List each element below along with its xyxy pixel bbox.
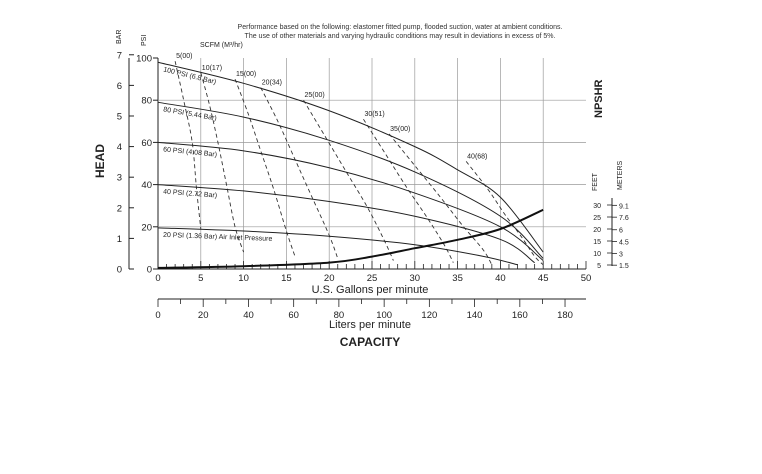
npshr-label: NPSHR [593,79,605,118]
pressure-curve [157,227,518,266]
liters-axis-ticks: 0 20 40 60 80 100 120 140 160 180 [155,299,573,321]
feet-tick-label: 20 [593,227,601,234]
liters-tick-label: 80 [334,310,345,321]
liters-tick-label: 40 [243,310,254,321]
liters-tick-label: 0 [155,310,160,321]
pressure-curve [157,101,544,259]
liters-tick-label: 140 [467,310,483,321]
psi-tick-label: 0 [147,265,152,276]
x-axis-label: U.S. Gallons per minute [312,284,429,296]
gpm-tick-label: 40 [495,273,506,284]
bar-axis-label: BAR [116,30,123,44]
scfm-curve-label: 10(17) [202,65,222,72]
scfm-curve-label: 35(00) [390,126,410,133]
meter-tick-label: 6 [619,228,623,235]
capacity-label: CAPACITY [340,335,400,349]
npshr-axis-ticks: 5 10 15 20 25 30 1.5 3 4.5 6 7.6 9.1 [593,203,629,270]
gpm-tick-label: 5 [198,273,203,284]
npshr-curve-line [157,208,544,269]
scfm-curve [200,72,245,253]
gpm-tick-label: 15 [281,273,292,284]
psi-tick-label: 100 [136,54,152,65]
feet-tick-label: 30 [593,203,601,210]
liters-tick-label: 100 [376,310,392,321]
note-line-2: The use of other materials and varying h… [245,33,556,40]
psi-axis-ticks: 0 20 40 60 80 100 [136,54,158,276]
scfm-curve [174,61,202,229]
bar-tick-label: 1 [117,234,122,245]
bar-axis-ticks: 0 1 2 3 4 5 6 7 [117,50,134,276]
feet-tick-label: 10 [593,251,601,258]
psi-axis-label: PSI [141,35,148,46]
bar-tick-label: 2 [117,203,122,214]
psi-tick-label: 20 [141,222,152,233]
grid [158,58,586,269]
scfm-curve-label: 15(00) [236,71,256,78]
gpm-tick-label: 0 [155,273,160,284]
liters-tick-label: 120 [421,310,437,321]
gpm-axis-ticks: 0 5 10 15 20 25 30 35 40 45 50 [155,261,591,284]
gpm-tick-label: 35 [452,273,463,284]
note-line-1: Performance based on the following: elas… [238,24,563,31]
feet-axis-label: FEET [592,172,599,191]
bar-tick-label: 3 [117,173,122,184]
note-block: Performance based on the following: elas… [238,24,563,40]
meter-tick-label: 1.5 [619,263,629,270]
bar-tick-label: 4 [117,142,122,153]
feet-tick-label: 25 [593,215,601,222]
pressure-curve-label: 60 PSI (4.08 Bar) [163,146,218,158]
scfm-curves: 5(00) 10(17) 15(00) 20(34) 25(00) 30(51) 35(00… [174,53,544,266]
meter-tick-label: 4.5 [619,240,629,247]
pressure-curve-label: 40 PSI (2.72 Bar) [163,189,217,200]
gpm-tick-label: 20 [324,273,335,284]
bar-tick-label: 7 [117,50,122,61]
pressure-curve [157,141,544,261]
liters-tick-label: 60 [288,310,299,321]
pressure-curve [157,61,544,253]
scfm-curve-label: 30(51) [364,111,384,118]
scfm-curve-label: 25(00) [305,92,325,99]
scfm-label: SCFM (M³/hr) [200,42,243,49]
scfm-curve [363,118,454,263]
gpm-tick-label: 25 [367,273,378,284]
gpm-tick-label: 45 [538,273,549,284]
scfm-curve [303,99,394,261]
pressure-curve-label: 20 PSI (1.36 Bar) Air Inlet Pressure [163,232,273,243]
gpm-tick-label: 10 [238,273,249,284]
meter-tick-label: 3 [619,251,623,258]
scfm-curve [234,78,296,257]
liters-tick-label: 20 [198,310,209,321]
gpm-tick-label: 30 [410,273,421,284]
feet-tick-label: 5 [597,263,601,270]
x2-axis-label: Liters per minute [329,319,411,331]
bar-tick-label: 0 [117,265,122,276]
scfm-curve-label: 20(34) [262,80,282,87]
liters-tick-label: 180 [557,310,573,321]
bar-tick-label: 5 [117,111,122,122]
psi-tick-label: 60 [141,138,152,149]
psi-tick-label: 40 [141,180,152,191]
scfm-curve-label: 5(00) [176,53,192,60]
meter-tick-label: 9.1 [619,203,629,210]
feet-tick-label: 15 [593,239,601,246]
gpm-tick-label: 50 [581,273,592,284]
head-label: HEAD [93,144,107,178]
pressure-curve [157,184,535,264]
scfm-curve [260,87,339,259]
meter-tick-label: 7.6 [619,215,629,222]
meters-axis-label: METERS [617,161,624,191]
psi-tick-label: 80 [141,96,152,107]
bar-tick-label: 6 [117,81,122,92]
scfm-curve [388,133,493,266]
scfm-curve-label: 40(68) [467,153,487,160]
liters-tick-label: 160 [512,310,528,321]
npshr-curve [157,208,544,269]
plot-frame [128,58,613,300]
pressure-curve-label: 80 PSI (5.44 Bar) [163,106,217,122]
